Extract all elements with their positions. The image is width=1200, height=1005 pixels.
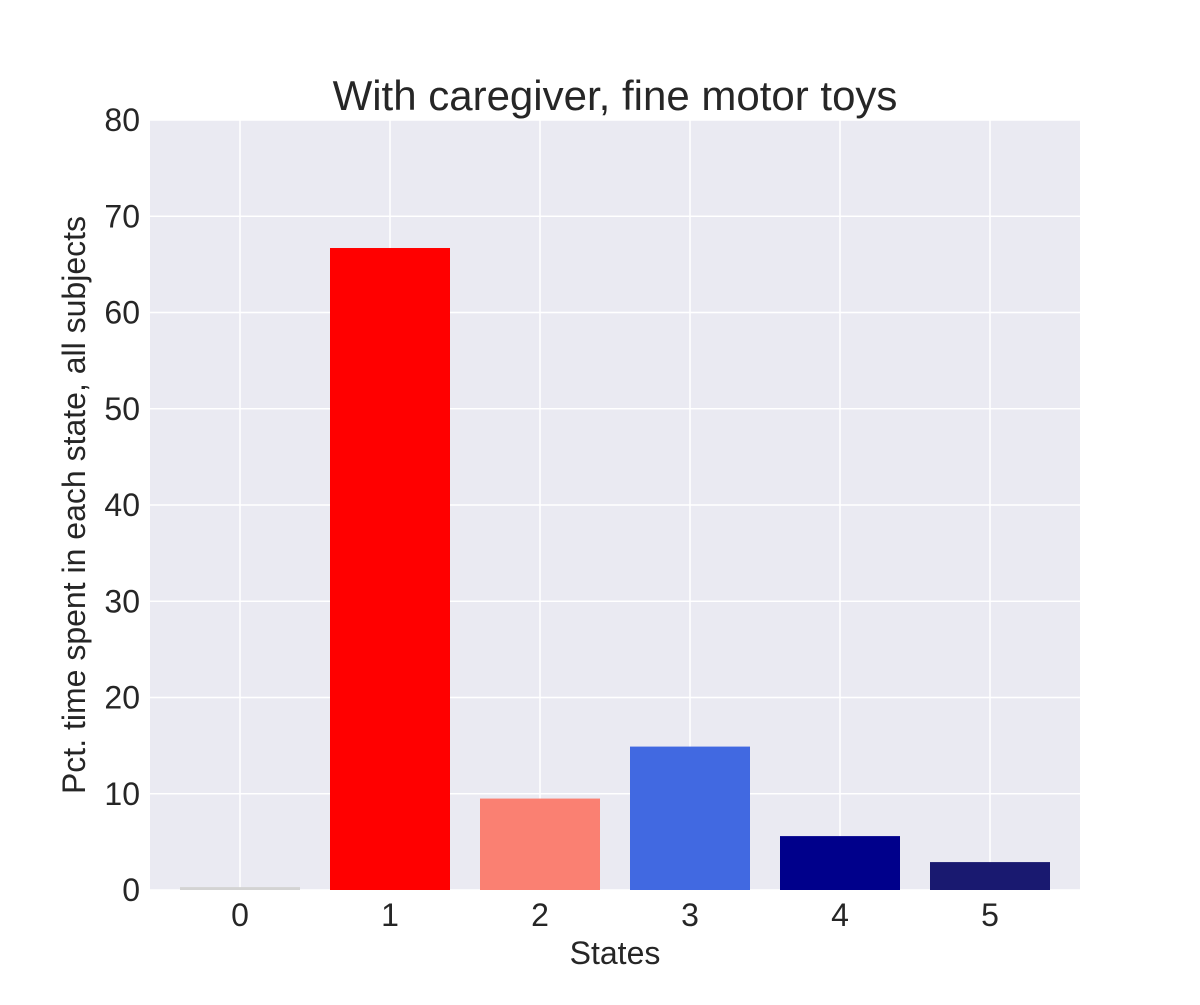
x-tick-label: 4	[831, 897, 849, 933]
y-tick-label: 70	[104, 198, 140, 234]
y-tick-labels: 0 10 20 30 40 50 60 70 80	[104, 102, 140, 908]
y-tick-label: 10	[104, 776, 140, 812]
x-tick-labels: 0 1 2 3 4 5	[231, 897, 999, 933]
x-tick-label: 3	[681, 897, 699, 933]
bars	[180, 248, 1050, 890]
x-axis-label: States	[570, 935, 661, 971]
x-tick-label: 1	[381, 897, 399, 933]
bar-state-1	[330, 248, 450, 890]
y-tick-label: 0	[122, 872, 140, 908]
bar-state-3	[630, 746, 750, 890]
bar-state-0	[180, 887, 300, 890]
y-tick-label: 40	[104, 487, 140, 523]
y-tick-label: 20	[104, 680, 140, 716]
y-tick-label: 60	[104, 295, 140, 331]
bar-state-2	[480, 798, 600, 890]
x-tick-label: 5	[981, 897, 999, 933]
bar-state-5	[930, 862, 1050, 890]
y-axis-label: Pct. time spent in each state, all subje…	[56, 216, 92, 794]
x-tick-label: 0	[231, 897, 249, 933]
y-tick-label: 30	[104, 583, 140, 619]
y-tick-label: 50	[104, 391, 140, 427]
bar-state-4	[780, 836, 900, 890]
chart-title: With caregiver, fine motor toys	[333, 72, 898, 119]
x-tick-label: 2	[531, 897, 549, 933]
y-tick-label: 80	[104, 102, 140, 138]
